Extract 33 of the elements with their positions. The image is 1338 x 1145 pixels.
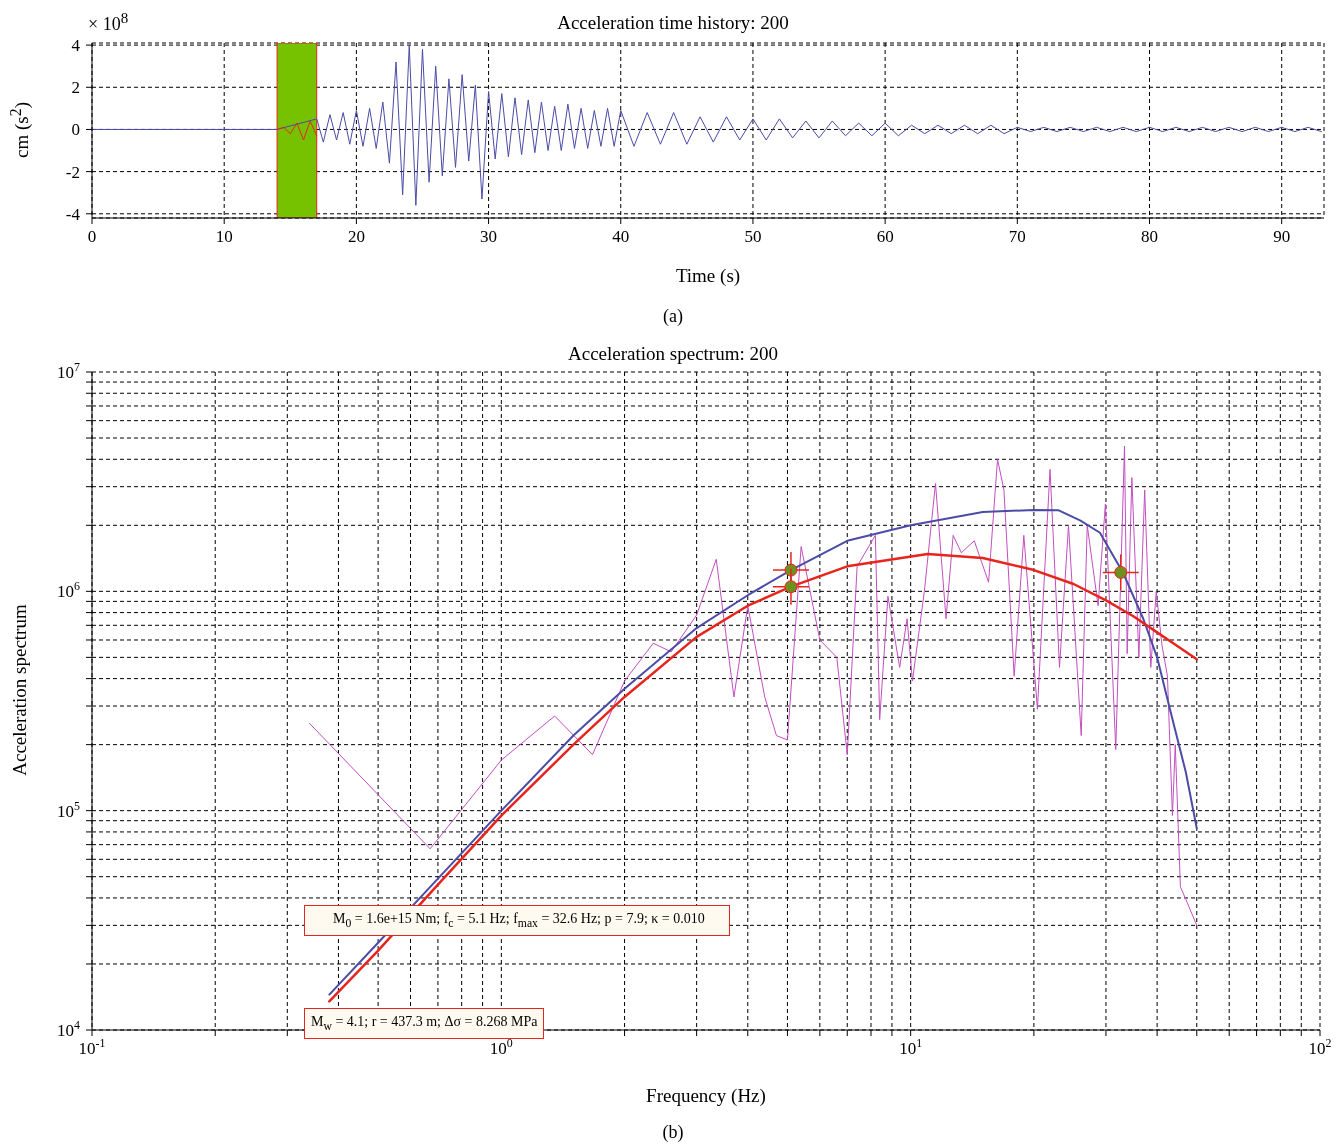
x-tick-label: 80 [1141, 227, 1159, 246]
x-tick-label: 60 [876, 227, 894, 246]
x-tick-label: 10$^{-1}$ [78, 1036, 106, 1058]
y-tick-label: 0 [71, 120, 80, 140]
x-tick-label: 10$^{1}$ [899, 1036, 923, 1058]
x-tick-label: 10 [215, 227, 233, 246]
x-tick-label: 40 [612, 227, 630, 246]
note-box: M$_{0}$ = 1.6e+15 Nm; f$_{c}$ = 5.1 Hz; f$_{max}$ = 32.6 Hz; p = 7.9; κ = 0.010 [304, 905, 730, 936]
y-tick-label: 10$^{4}$ [57, 1018, 81, 1040]
x-axis-title: Time (s) [674, 265, 742, 287]
x-tick-label: 70 [1008, 227, 1026, 246]
chart-title: Acceleration time history: 200 [557, 12, 789, 33]
y-axis-title: Acceleration spectrum [9, 604, 31, 776]
x-tick-label: 0 [87, 227, 97, 246]
text: × 10$^{8}$ [88, 10, 129, 35]
y-tick-label: -4 [65, 204, 81, 224]
y-tick-label: -2 [65, 162, 80, 182]
x-tick-label: 10$^{2}$ [1308, 1036, 1332, 1058]
x-tick-label: 20 [347, 227, 365, 246]
y-tick-label: 2 [71, 78, 80, 98]
x-axis-title: Frequency (Hz) [645, 1085, 767, 1107]
chart-title: Acceleration spectrum: 200 [568, 343, 778, 364]
y-tick-label: 4 [71, 36, 81, 56]
text: (a) [662, 306, 684, 327]
x-tick-label: 90 [1273, 227, 1291, 246]
y-tick-label: 10$^{7}$ [57, 360, 81, 382]
x-tick-label: 50 [744, 227, 762, 246]
text: (b) [661, 1122, 685, 1143]
note-box: M$_{w}$ = 4.1; r = 437.3 m; Δσ = 8.268 MPa [304, 1008, 545, 1039]
y-tick-label: 10$^{6}$ [57, 579, 81, 602]
y-tick-label: 10$^{5}$ [57, 798, 81, 821]
x-tick-label: 10$^{0}$ [489, 1036, 513, 1058]
x-tick-label: 30 [480, 227, 498, 246]
